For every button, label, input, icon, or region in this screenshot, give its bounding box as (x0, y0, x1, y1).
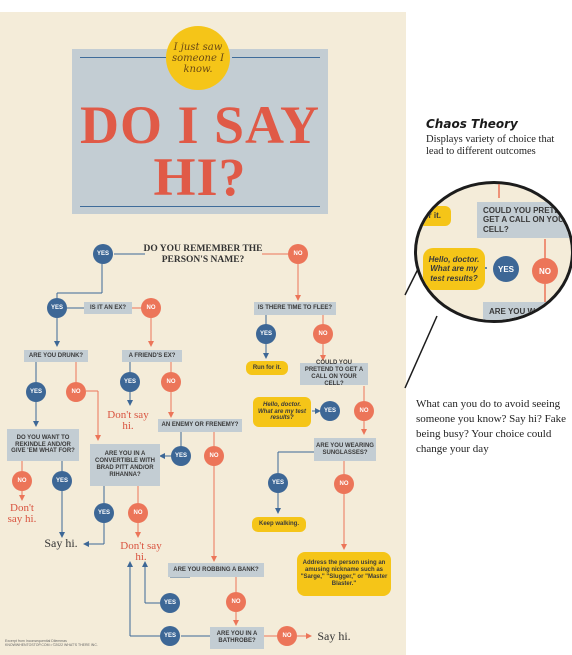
yes-node: YES (320, 401, 340, 421)
yes-node: YES (256, 324, 276, 344)
yes-node: YES (94, 503, 114, 523)
main-title-line-1: DO I SAY (79, 95, 321, 155)
yes-node: YES (93, 244, 113, 264)
question-enemy-frenemy: AN ENEMY OR FRENEMY? (158, 419, 242, 432)
credit-line-1: Excerpt from Inconsequential Dilemmas (5, 639, 67, 643)
yes-node: YES (160, 626, 180, 646)
yes-node: YES (120, 372, 140, 392)
no-node: NO (66, 382, 86, 402)
outcome-dont-say-hi: Don't say hi. (107, 409, 149, 432)
question-are-you-drunk: ARE YOU DRUNK? (24, 350, 88, 362)
no-node: NO (288, 244, 308, 264)
no-node: NO (354, 401, 374, 421)
yes-node: YES (26, 382, 46, 402)
outcome-dont-say-hi: Don't say hi. (7, 502, 37, 525)
question-sunglasses: ARE YOU WEARING SUNGLASSES? (314, 438, 376, 461)
main-title-line-2: HI? (153, 147, 247, 207)
bubble-text: I just saw someone I know. (171, 41, 225, 75)
credit-line-2: KNOWWHENTOSTOP.COM • ©2022 WHAT'S THERE … (5, 643, 98, 647)
no-node: NO (226, 592, 246, 612)
no-node: NO (277, 626, 297, 646)
yes-node: YES (493, 256, 519, 282)
yes-node: YES (47, 298, 67, 318)
question-friends-ex: A FRIEND'S EX? (122, 350, 182, 362)
no-node: NO (204, 446, 224, 466)
side-paragraph: What can you do to avoid seeing someone … (416, 398, 566, 455)
no-node: NO (128, 503, 148, 523)
side-title: Chaos Theory (426, 117, 518, 131)
side-description: Displays variety of choice that lead to … (426, 134, 555, 157)
action-keep-walking: Keep walking. (252, 517, 306, 532)
question-robbing-bank: ARE YOU ROBBING A BANK? (168, 563, 264, 577)
question-remember-name: DO YOU REMEMBER THE PERSON'S NAME? (143, 244, 263, 265)
no-node: NO (12, 471, 32, 491)
yes-node: YES (268, 473, 288, 493)
action-hello-doctor: Hello, doctor. What are my test results? (253, 397, 311, 427)
outcome-say-hi: Say hi. (317, 629, 351, 643)
poster-credit: Excerpt from Inconsequential Dilemmas KN… (5, 639, 125, 647)
yes-node: YES (171, 446, 191, 466)
zoom-fragment-question: COULD YOU PRETEND TO GET A CALL ON YOUR … (477, 202, 571, 238)
title-rule-top-right (232, 57, 320, 58)
action-run-for-it: Run for it. (246, 361, 288, 375)
title-rule-bottom (80, 206, 320, 207)
zoom-fragment-sunglasses: ARE YOU W (483, 302, 559, 320)
no-node: NO (532, 258, 558, 284)
yes-node: YES (52, 471, 72, 491)
no-node: NO (161, 372, 181, 392)
outcome-say-hi: Say hi. (44, 536, 78, 550)
question-pretend-call: COULD YOU PRETEND TO GET A CALL ON YOUR … (300, 360, 368, 387)
no-node: NO (334, 474, 354, 494)
question-rekindle: DO YOU WANT TO REKINDLE AND/OR GIVE 'EM … (7, 429, 79, 461)
speech-bubble: I just saw someone I know. (166, 26, 230, 90)
no-node: NO (313, 324, 333, 344)
question-bathrobe: ARE YOU IN A BATHROBE? (210, 627, 264, 649)
question-time-to-flee: IS THERE TIME TO FLEE? (254, 302, 336, 315)
yes-node: YES (160, 593, 180, 613)
zoom-fragment-run: for it. (417, 206, 451, 226)
title-rule-top-left (80, 57, 166, 58)
zoom-magnifier: for it. COULD YOU PRETEND TO GET A CALL … (414, 181, 572, 323)
action-nickname: Address the person using an amusing nick… (297, 552, 391, 596)
outcome-dont-say-hi: Don't say hi. (120, 540, 162, 563)
no-node: NO (141, 298, 161, 318)
question-is-it-ex: IS IT AN EX? (84, 302, 132, 314)
question-convertible: ARE YOU IN A CONVERTIBLE WITH BRAD PITT … (90, 444, 160, 486)
zoom-fragment-doctor: Hello, doctor. What are my test results? (423, 248, 485, 290)
